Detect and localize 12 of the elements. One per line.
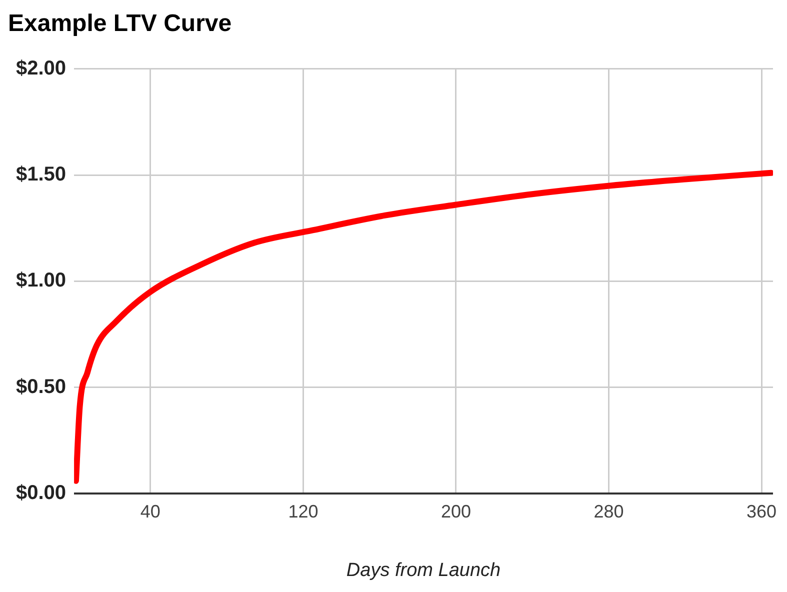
y-tick-label: $2.00 [16,57,66,80]
y-tick-label: $0.50 [16,376,66,398]
x-tick-label: 360 [746,501,777,522]
x-tick-label: 280 [594,501,624,522]
chart-title: Example LTV Curve [8,10,232,38]
y-tick-label: $1.00 [16,270,66,292]
x-tick-label: 200 [440,501,472,522]
y-tick-label: $1.50 [16,164,66,186]
y-tick-label: $0.00 [16,482,66,504]
x-axis-title: Days from Launch [346,560,501,581]
x-tick-label: 120 [288,501,318,522]
x-tick-label: 40 [140,501,160,522]
